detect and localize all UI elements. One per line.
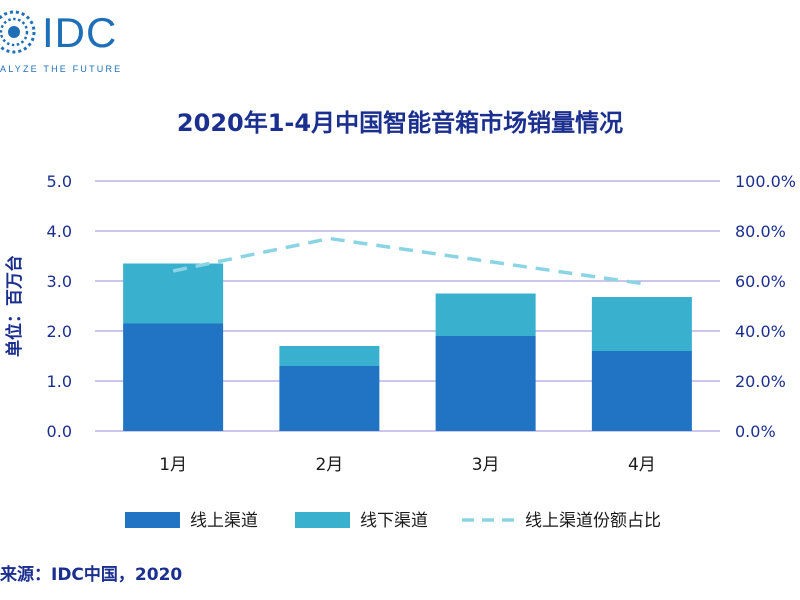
x-tick-label: 1月 <box>159 455 187 475</box>
y2-tick-label: 80.0% <box>735 222 786 241</box>
bar-online <box>279 366 380 431</box>
idc-logo: IDC ALYZE THE FUTURE <box>0 8 160 74</box>
bar-online <box>435 336 536 431</box>
x-tick-label: 4月 <box>628 455 656 475</box>
logo-text: IDC <box>42 9 118 56</box>
y2-tick-label: 40.0% <box>735 322 786 341</box>
bar-online <box>123 323 224 431</box>
y2-tick-label: 20.0% <box>735 372 786 391</box>
y-axis-label: 单位：百万台 <box>4 255 25 357</box>
bar-offline <box>123 263 224 324</box>
legend-label: 线下渠道 <box>360 511 428 531</box>
logo-tagline: ALYZE THE FUTURE <box>0 64 123 74</box>
bar-offline <box>435 293 536 336</box>
y-tick-label: 5.0 <box>47 172 72 191</box>
source-note: 来源：IDC中国，2020 <box>0 565 183 585</box>
x-tick-label: 3月 <box>472 455 500 475</box>
y-tick-label: 2.0 <box>47 322 72 341</box>
legend-label: 线上渠道份额占比 <box>525 511 661 531</box>
y2-tick-label: 100.0% <box>735 172 796 191</box>
y2-tick-label: 60.0% <box>735 272 786 291</box>
x-tick-label: 2月 <box>315 455 343 475</box>
y-tick-label: 3.0 <box>47 272 72 291</box>
y-tick-label: 1.0 <box>47 372 72 391</box>
series-line-share <box>172 236 643 286</box>
y-tick-label: 4.0 <box>47 222 72 241</box>
bar-online <box>591 351 692 431</box>
bar-offline <box>279 346 380 366</box>
legend-label: 线上渠道 <box>190 511 258 531</box>
chart-title: 2020年1-4月中国智能音箱市场销量情况 <box>176 109 624 137</box>
y2-tick-label: 0.0% <box>735 422 776 441</box>
globe-logo-icon <box>0 10 36 54</box>
legend-swatch-online <box>125 512 180 528</box>
y-tick-label: 0.0 <box>47 422 72 441</box>
legend-swatch-offline <box>295 512 350 528</box>
bar-offline <box>591 297 692 351</box>
